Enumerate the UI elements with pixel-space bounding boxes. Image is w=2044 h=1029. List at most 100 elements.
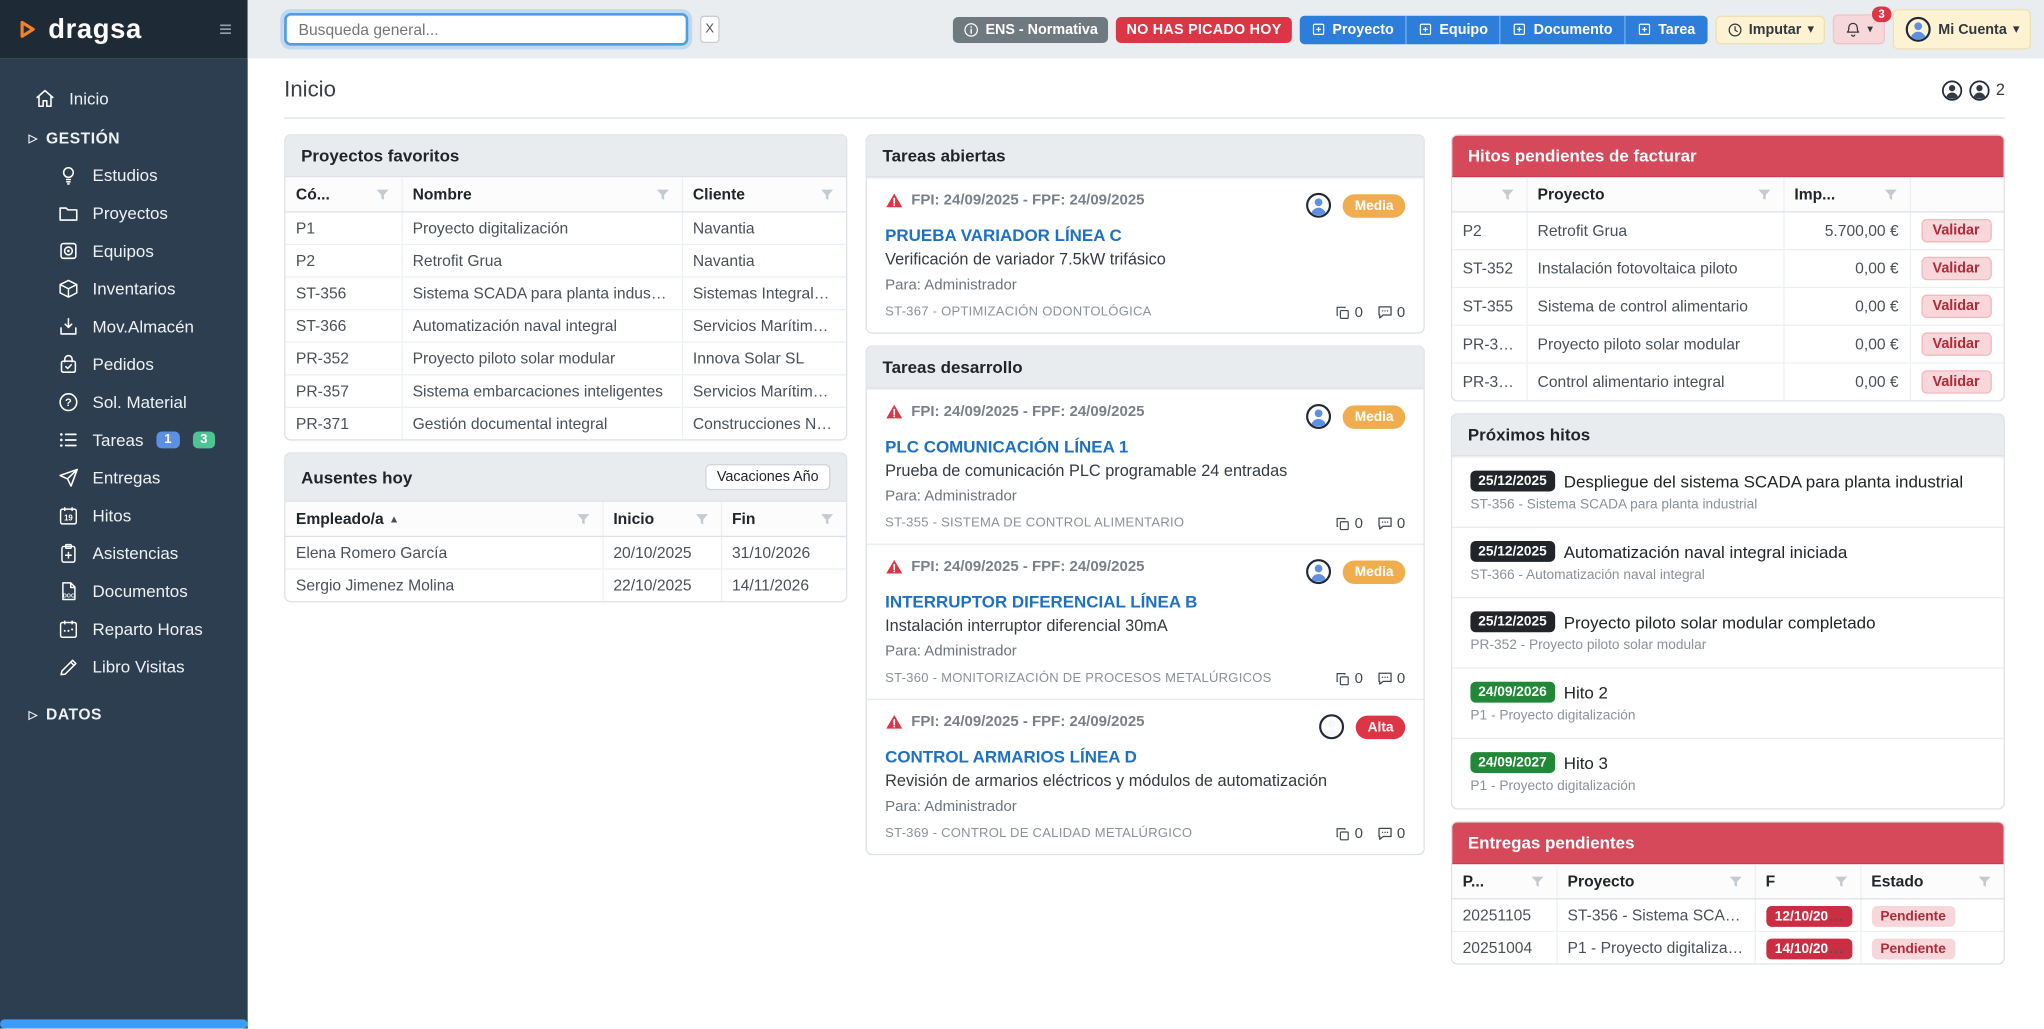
copy-icon [1335, 516, 1351, 532]
table-row[interactable]: P2 Retrofit Grua Navantia [285, 243, 847, 278]
task-project: ST-367 - OPTIMIZACIÓN ODONTOLÓGICA [885, 305, 1152, 320]
menu-toggle-icon[interactable]: ≡ [219, 16, 233, 42]
table-row[interactable]: 20251105 ST-356 - Sistema SCADA p... 12/… [1452, 898, 2004, 932]
filter-funnel-icon[interactable] [819, 186, 836, 203]
clock-in-alert[interactable]: NO HAS PICADO HOY [1116, 16, 1292, 43]
validar-button[interactable]: Validar [1920, 294, 1992, 319]
absences-panel-title: Ausentes hoy [301, 467, 413, 487]
column-header-code[interactable] [1452, 177, 1528, 213]
new-document-button[interactable]: Documento [1500, 14, 1626, 44]
attachments-count: 0 [1335, 516, 1363, 532]
clipboard-plus-icon [57, 542, 79, 564]
column-header-amount[interactable]: Imp... [1783, 177, 1911, 213]
milestone-item[interactable]: 25/12/2025 Despliegue del sistema SCADA p… [1452, 456, 2004, 526]
validar-button[interactable]: Validar [1920, 332, 1992, 356]
milestone-item[interactable]: 24/09/2026 Hito 2 P1 - Proyecto digitaliz… [1452, 667, 2004, 737]
sidebar-item-estudios[interactable]: Estudios [0, 156, 248, 194]
table-row[interactable]: P1 Proyecto digitalización Navantia [285, 211, 847, 245]
sidebar-item-libro-visitas[interactable]: Libro Visitas [0, 648, 248, 686]
ens-badge[interactable]: ENS - Normativa [952, 16, 1109, 43]
search-input[interactable] [284, 13, 689, 46]
validar-button[interactable]: Validar [1920, 256, 1992, 281]
table-row[interactable]: PR-352 Proyecto piloto solar modular Innov… [285, 341, 847, 375]
filter-funnel-icon[interactable] [654, 186, 671, 203]
scrollbar-thumb[interactable] [0, 1019, 248, 1029]
filter-funnel-icon[interactable] [819, 510, 836, 527]
imputar-dropdown[interactable]: Imputar ▾ [1714, 14, 1826, 44]
sidebar-item-reparto-horas[interactable]: Reparto Horas [0, 610, 248, 648]
table-row[interactable]: Sergio Jimenez Molina 22/10/2025 14/11/202… [285, 568, 847, 601]
table-row[interactable]: ST-356 Sistema SCADA para planta industri… [285, 276, 847, 310]
table-row[interactable]: 20251004 P1 - Proyecto digitalización 14… [1452, 930, 2004, 964]
table-row[interactable]: PR-352 Proyecto piloto solar modular 0,00 … [1452, 324, 2004, 364]
task-title-link[interactable]: PLC COMUNICACIÓN LÍNEA 1 [885, 436, 1129, 457]
table-row[interactable]: PR-371 Gestión documental integral Constru… [285, 406, 847, 440]
milestone-item[interactable]: 25/12/2025 Proyecto piloto solar modular … [1452, 597, 2004, 667]
column-header-client[interactable]: Cliente [681, 177, 847, 213]
account-dropdown[interactable]: Mi Cuenta ▾ [1892, 9, 2031, 50]
table-row[interactable]: ST-366 Automatización naval integral Servi… [285, 308, 847, 343]
bell-icon [1845, 21, 1862, 38]
column-header-project[interactable]: Proyecto [1556, 864, 1756, 900]
search-clear-button[interactable]: X [700, 15, 720, 44]
sidebar-item-entregas[interactable]: Entregas [0, 459, 248, 497]
milestone-project: P1 - Proyecto digitalización [1470, 707, 1636, 724]
filter-funnel-icon[interactable] [1528, 873, 1545, 890]
sidebar-item-inicio[interactable]: Inicio [0, 80, 248, 118]
new-team-button[interactable]: Equipo [1406, 14, 1501, 44]
task-title-link[interactable]: PRUEBA VARIADOR LÍNEA C [885, 225, 1122, 246]
sidebar-item-inventarios[interactable]: Inventarios [0, 270, 248, 308]
sidebar-section-datos[interactable]: ▷ DATOS [28, 705, 102, 724]
table-row[interactable]: ST-355 Sistema de control alimentario 0,00… [1452, 286, 2004, 326]
column-header-end[interactable]: Fin [720, 501, 847, 538]
column-header-employee[interactable]: Empleado/a ▲ [285, 501, 603, 538]
filter-funnel-icon[interactable] [574, 510, 591, 527]
sidebar-item-pedidos[interactable]: Pedidos [0, 345, 248, 383]
column-header-project[interactable]: Proyecto [1526, 177, 1784, 213]
task-description: Verificación de variador 7.5kW trifásico [885, 250, 1166, 269]
validar-button[interactable]: Validar [1920, 218, 1992, 243]
sidebar-item-tareas[interactable]: Tareas 1 3 [0, 421, 248, 459]
top-bar-main: X ENS - Normativa NO HAS PICADO HOY Proy… [247, 0, 2044, 59]
sidebar-item-mov-almacen[interactable]: Mov.Almacén [0, 308, 248, 346]
filter-funnel-icon[interactable] [1882, 186, 1899, 203]
column-header-name[interactable]: Nombre [401, 177, 683, 213]
sidebar-item-documentos[interactable]: Documentos [0, 572, 248, 610]
column-header-code[interactable]: Có... [285, 177, 403, 213]
sidebar-item-hitos[interactable]: Hitos [0, 497, 248, 535]
table-row[interactable]: Elena Romero García 20/10/2025 31/10/2026 [285, 535, 847, 570]
milestone-item[interactable]: 25/12/2025 Automatización naval integral … [1452, 526, 2004, 597]
filter-funnel-icon[interactable] [1727, 873, 1744, 890]
table-row[interactable]: ST-352 Instalación fotovoltaica piloto 0,0… [1452, 248, 2004, 288]
new-project-button[interactable]: Proyecto [1299, 14, 1407, 44]
task-title-link[interactable]: INTERRUPTOR DIFERENCIAL LÍNEA B [885, 591, 1198, 612]
filter-funnel-icon[interactable] [1498, 186, 1515, 203]
sidebar-section-gestion[interactable]: ▷ GESTIÓN [28, 129, 121, 148]
milestone-project: ST-366 - Automatización naval integral [1470, 567, 1705, 583]
column-header-number[interactable]: P... [1452, 864, 1558, 900]
filter-funnel-icon[interactable] [1976, 873, 1993, 890]
notifications-dropdown[interactable]: ▾ 3 [1833, 6, 1892, 45]
new-task-button[interactable]: Tarea [1625, 14, 1708, 44]
filter-funnel-icon[interactable] [1832, 873, 1849, 890]
column-header-status[interactable]: Estado [1860, 864, 2004, 900]
task-title-link[interactable]: CONTROL ARMARIOS LÍNEA D [885, 746, 1137, 767]
table-row[interactable]: P2 Retrofit Grua 5.700,00 € Validar [1452, 211, 2004, 250]
sidebar-item-sol-material[interactable]: Sol. Material [0, 383, 248, 421]
sidebar-item-asistencias[interactable]: Asistencias [0, 534, 248, 572]
column-header-start[interactable]: Inicio [602, 501, 722, 538]
clock-icon [1727, 22, 1743, 38]
sidebar-item-proyectos[interactable]: Proyectos [0, 194, 248, 232]
table-row[interactable]: PR-357 Sistema embarcaciones inteligentes… [285, 374, 847, 408]
table-row[interactable]: PR-355 Control alimentario integral 0,00 €… [1452, 362, 2004, 401]
comments-count: 0 [1376, 825, 1405, 842]
filter-funnel-icon[interactable] [1755, 186, 1772, 203]
vacaciones-button[interactable]: Vacaciones Año [705, 464, 831, 491]
milestone-item[interactable]: 24/09/2027 Hito 3 P1 - Proyecto digitaliz… [1452, 737, 2004, 808]
filter-funnel-icon[interactable] [693, 510, 710, 527]
plus-square-icon [1637, 22, 1651, 36]
validar-button[interactable]: Validar [1920, 370, 1992, 394]
column-header-date[interactable]: F [1754, 864, 1861, 900]
sidebar-item-equipos[interactable]: Equipos [0, 232, 248, 270]
filter-funnel-icon[interactable] [373, 186, 390, 203]
